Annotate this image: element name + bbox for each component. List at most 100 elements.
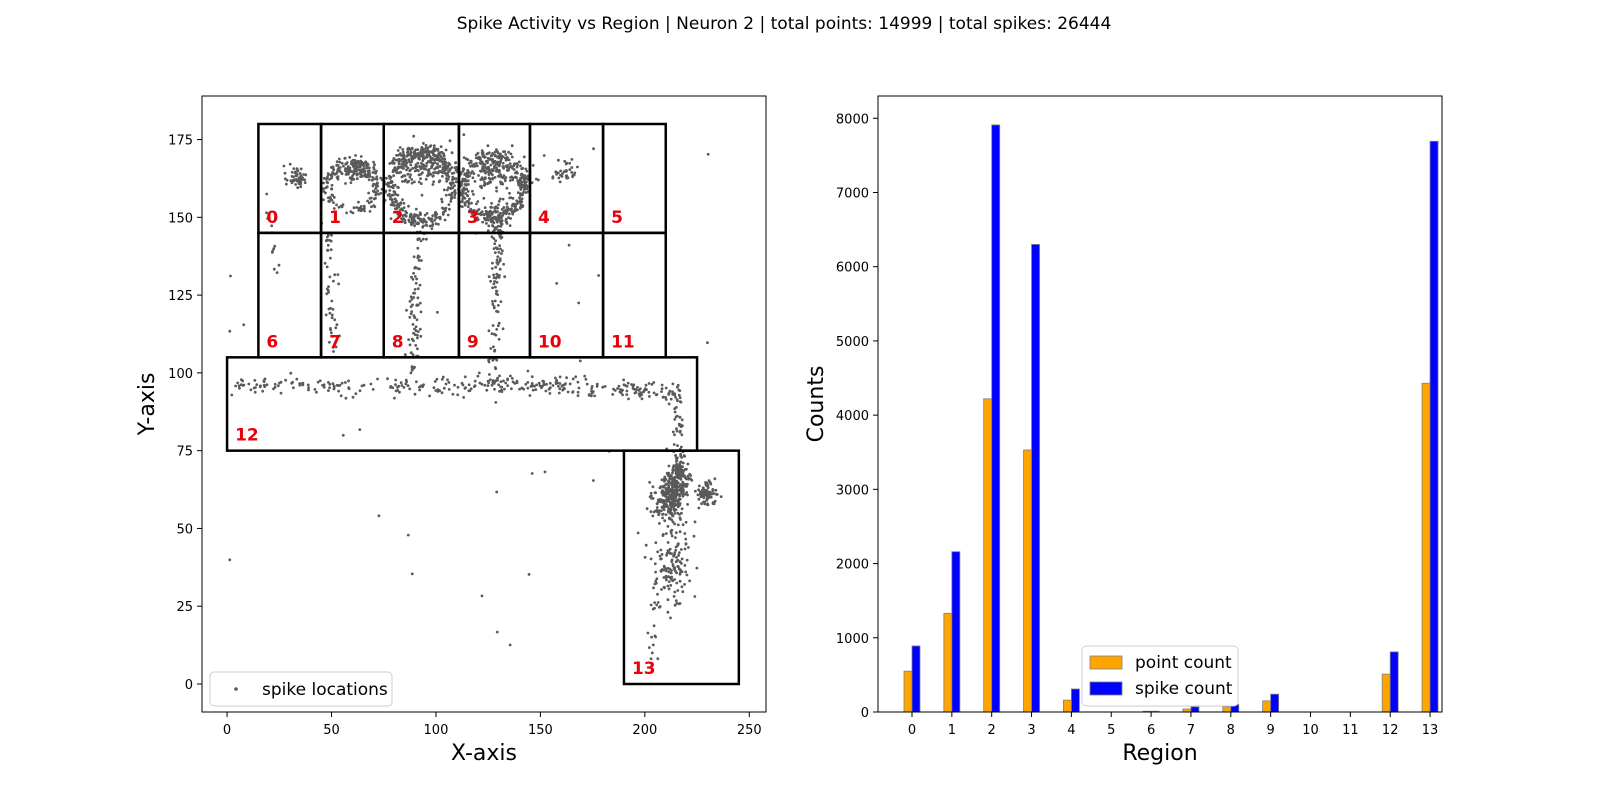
spike-point <box>697 488 700 492</box>
spike-point <box>505 186 509 190</box>
spike-point <box>491 160 495 164</box>
spike-point <box>669 571 673 575</box>
spike-point <box>492 273 495 277</box>
region-label-4: 4 <box>538 208 550 228</box>
spike-point <box>409 305 413 308</box>
spike-point <box>568 168 572 172</box>
spike-point <box>465 183 468 186</box>
spike-point <box>677 567 681 571</box>
spike-point <box>672 481 676 484</box>
spike-point <box>617 384 621 388</box>
spike-point <box>344 381 347 384</box>
spike-point <box>659 570 663 573</box>
spike-point <box>425 155 429 159</box>
spike-point <box>401 214 405 218</box>
spike-point <box>391 386 395 390</box>
spike-point <box>427 160 431 164</box>
spike-point <box>662 505 666 509</box>
spike-point <box>329 239 333 243</box>
spike-point <box>705 494 709 498</box>
spike-point <box>592 479 595 482</box>
bar-point-count <box>1381 673 1391 713</box>
spike-point <box>432 171 435 175</box>
spike-point <box>327 389 330 392</box>
spike-point <box>676 385 679 389</box>
spike-point <box>651 514 655 518</box>
spike-point <box>501 214 505 217</box>
spike-point <box>412 331 415 335</box>
spike-point <box>282 164 286 168</box>
spike-point <box>409 351 413 355</box>
spike-point <box>494 367 498 371</box>
spike-point <box>520 180 524 184</box>
spike-point <box>665 482 669 486</box>
spike-point <box>480 382 484 386</box>
spike-point <box>466 169 470 172</box>
spike-point <box>670 528 674 532</box>
spike-point <box>669 616 672 620</box>
spike-point <box>525 169 529 173</box>
spike-point <box>456 393 460 397</box>
spike-point <box>492 306 496 310</box>
spike-point <box>571 390 575 394</box>
spike-point <box>444 206 448 210</box>
spike-point <box>327 199 331 203</box>
scatter-y-tick-label: 25 <box>176 600 193 615</box>
spike-point <box>649 494 653 498</box>
spike-point <box>674 536 677 539</box>
spike-point <box>407 204 410 208</box>
spike-point <box>653 491 657 494</box>
spike-point <box>715 493 719 496</box>
spike-point <box>392 161 396 165</box>
spike-point <box>676 523 680 527</box>
spike-point <box>406 533 410 537</box>
spike-point <box>479 170 483 173</box>
spike-point <box>330 233 333 237</box>
spike-point <box>476 209 479 213</box>
spike-point <box>328 196 332 199</box>
spike-point <box>412 296 416 299</box>
spike-point <box>563 159 567 163</box>
spike-point <box>490 206 493 209</box>
spike-point <box>374 193 378 197</box>
spike-point <box>261 389 265 393</box>
spike-point <box>273 382 277 386</box>
spike-point <box>681 461 685 465</box>
spike-point <box>241 379 245 383</box>
spike-point <box>441 375 445 379</box>
spike-point <box>471 189 474 193</box>
spike-point <box>512 203 515 206</box>
spike-point <box>467 383 471 387</box>
spike-point <box>498 259 502 263</box>
spike-point <box>508 162 512 166</box>
spike-point <box>399 170 402 174</box>
spike-point <box>621 393 624 397</box>
spike-point <box>330 176 333 180</box>
spike-point <box>505 164 509 168</box>
spike-point <box>683 547 687 551</box>
region-box-13 <box>622 449 741 686</box>
spike-point <box>671 430 675 434</box>
spike-point <box>493 206 496 210</box>
spike-point <box>471 176 475 180</box>
bar-y-tick-label: 0 <box>861 706 869 721</box>
spike-point <box>674 599 678 603</box>
region-box-12 <box>225 356 699 452</box>
spike-point <box>278 381 281 385</box>
spike-point <box>418 385 421 389</box>
spike-point <box>677 554 680 557</box>
spike-point <box>496 274 500 278</box>
spike-point <box>434 216 438 220</box>
spike-point <box>392 157 396 160</box>
spike-point <box>652 624 656 628</box>
spike-point <box>447 388 451 391</box>
spike-point <box>386 377 389 381</box>
spike-point <box>477 155 481 159</box>
spike-point <box>272 247 276 251</box>
spike-point <box>567 243 571 247</box>
spike-point <box>501 165 505 168</box>
spike-point <box>668 389 672 393</box>
bar-y-tick-label: 7000 <box>836 186 869 201</box>
spike-point <box>678 462 682 466</box>
bar-panel: 0 1 2 3 4 5 6 7 8 9 10 11 12 13 010002000300040005000… <box>804 95 1443 766</box>
